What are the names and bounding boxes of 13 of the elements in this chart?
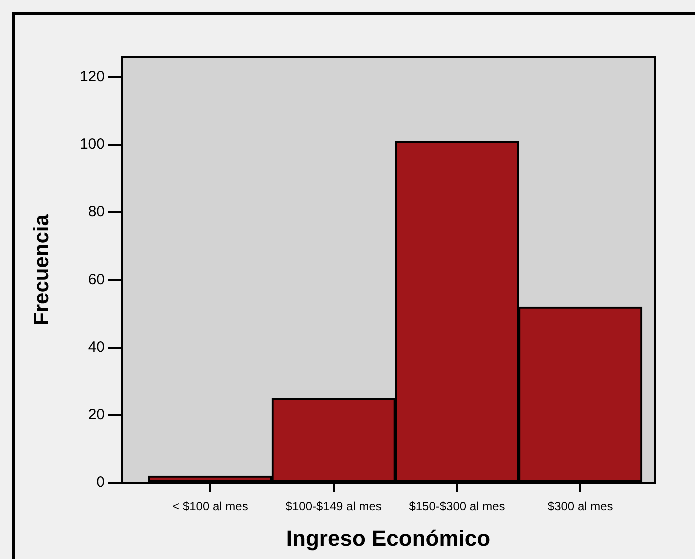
y-tick-label: 40 <box>88 338 105 356</box>
x-tick-label: < $100 al mes <box>172 500 248 514</box>
x-axis-title: Ingreso Económico <box>286 526 491 551</box>
x-tick-label: $150-$300 al mes <box>409 500 506 514</box>
y-axis-title: Frecuencia <box>30 214 54 326</box>
y-tick-label: 20 <box>88 406 105 424</box>
y-tick-label: 100 <box>80 136 105 154</box>
y-tick-label: 60 <box>88 271 105 288</box>
y-tick-label: 80 <box>88 204 105 221</box>
x-tick-label: $100-$149 al mes <box>286 500 382 514</box>
x-tick-label: $300 al mes <box>548 500 614 514</box>
y-tick-label: 0 <box>96 474 105 492</box>
y-tick-label: 120 <box>80 68 105 86</box>
